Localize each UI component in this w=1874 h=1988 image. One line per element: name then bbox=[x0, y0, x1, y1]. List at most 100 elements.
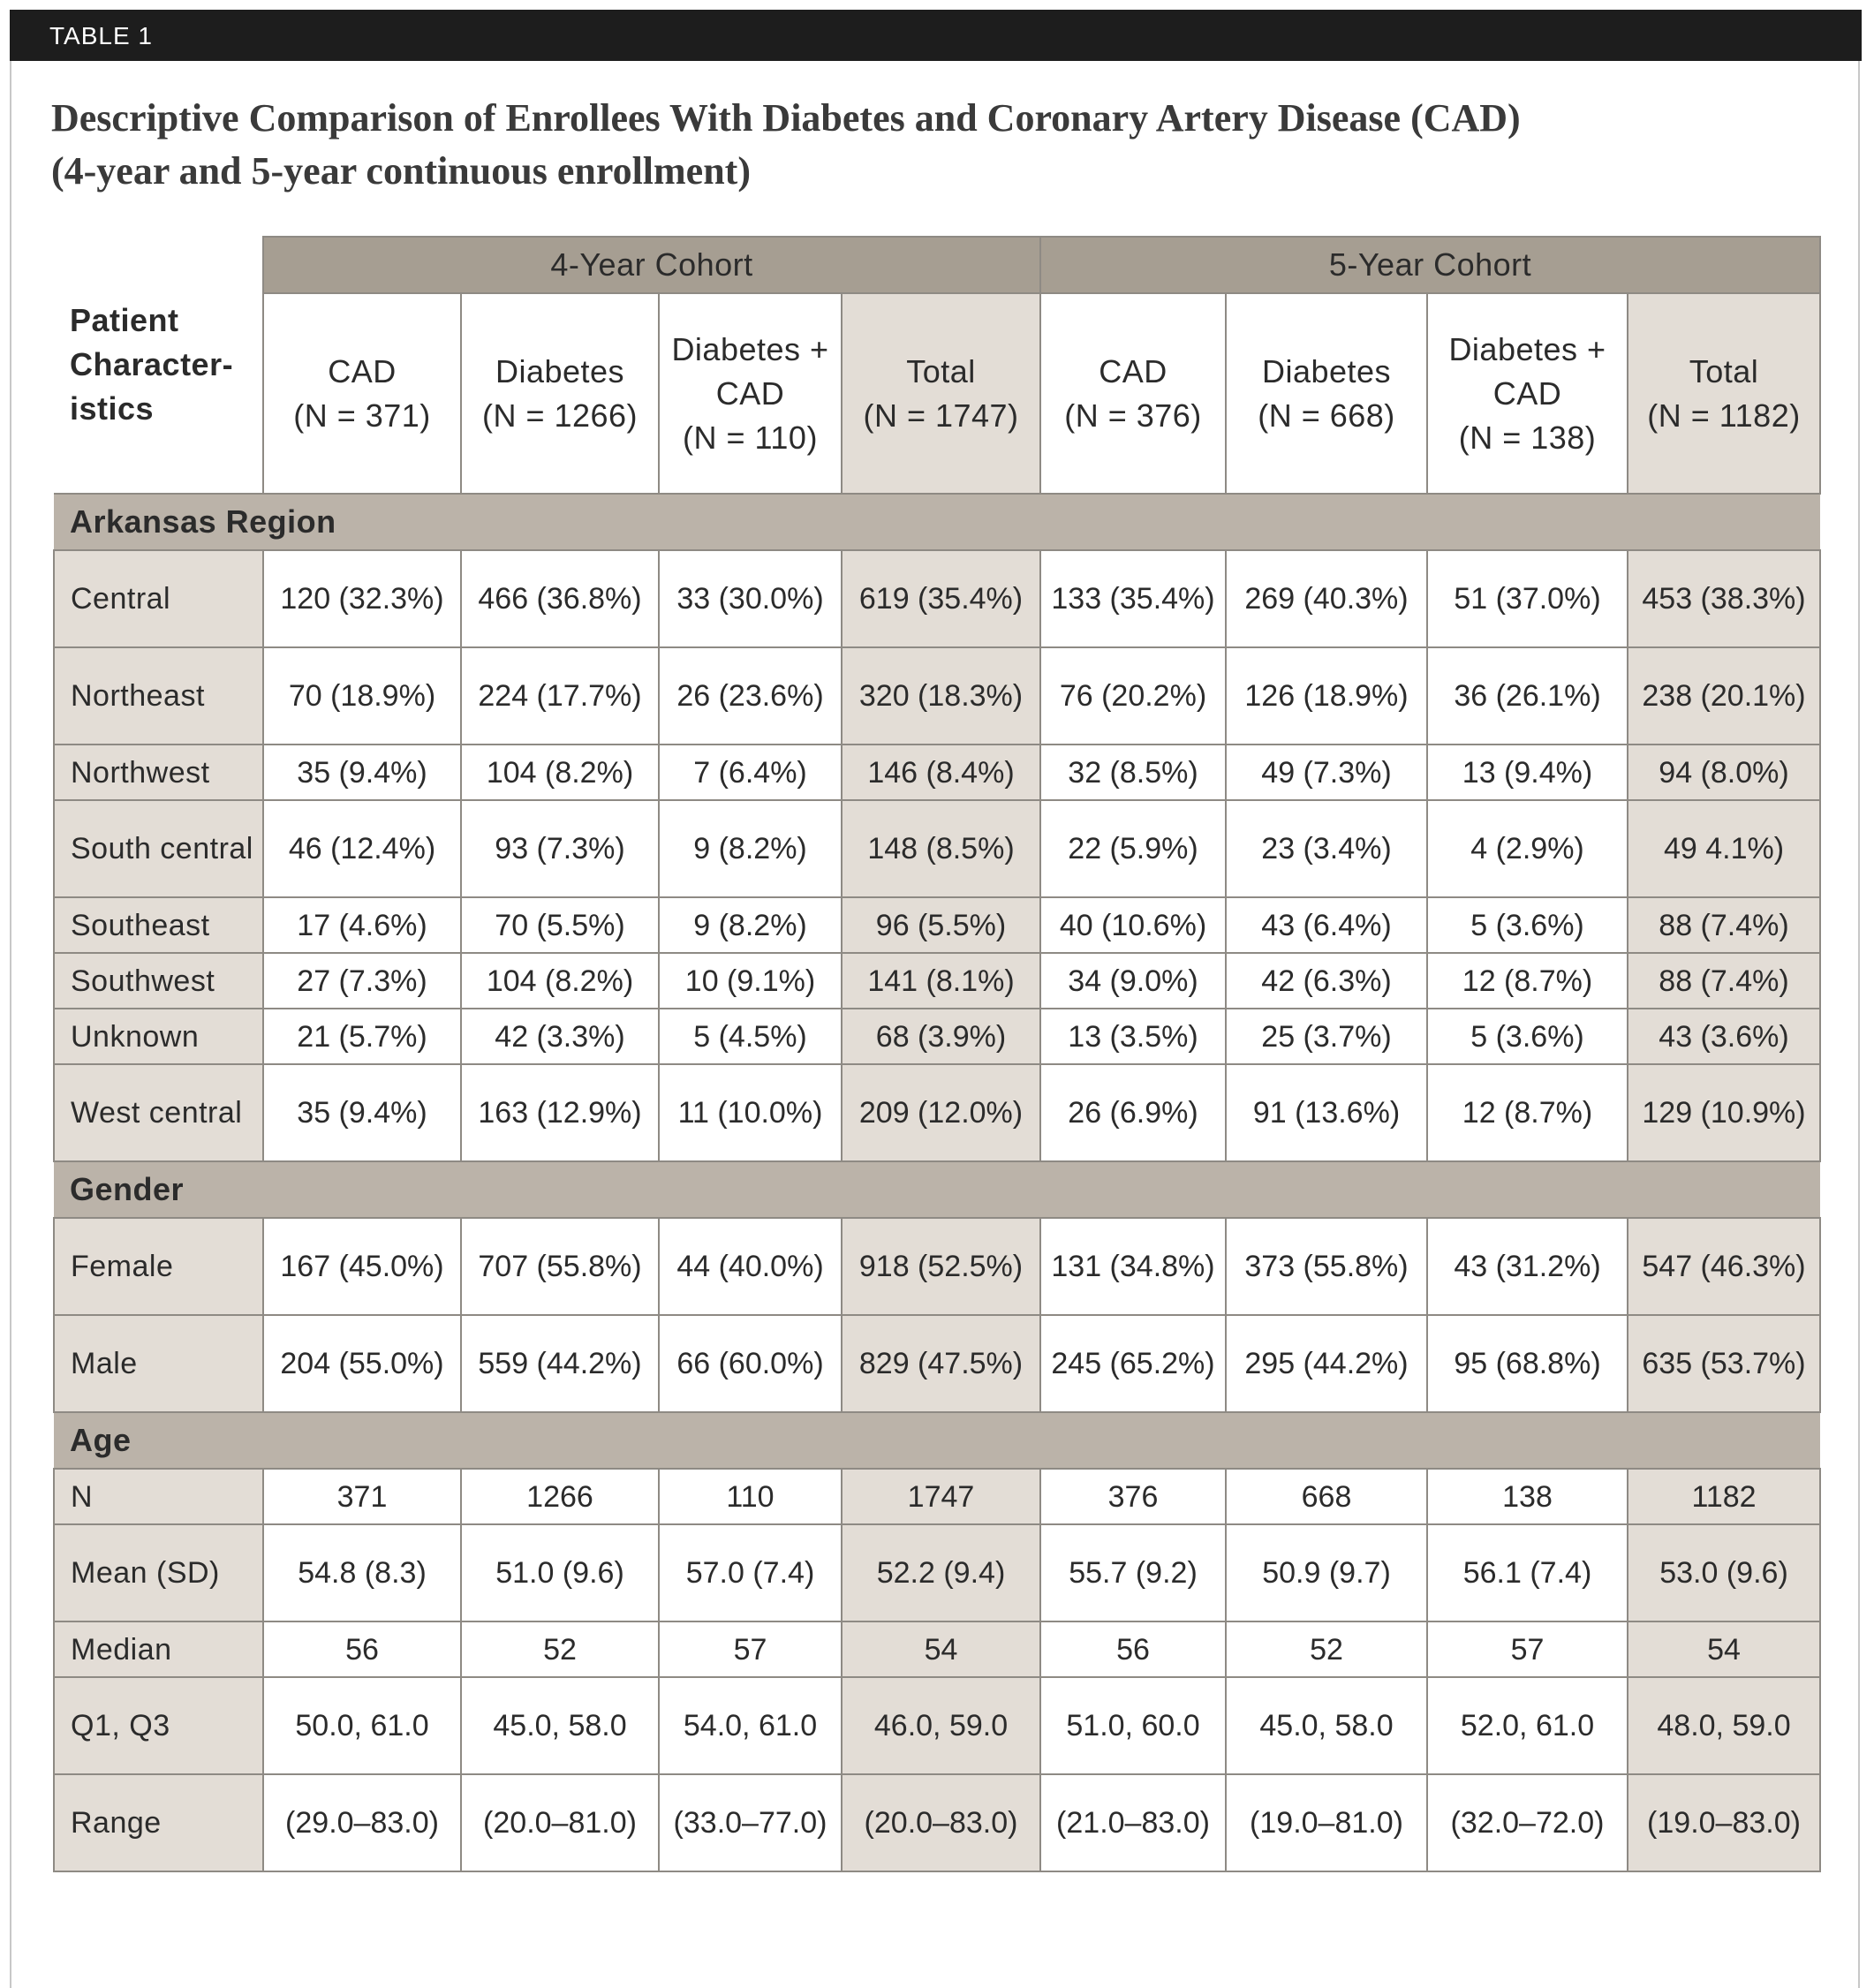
title: Descriptive Comparison of Enrollees With… bbox=[51, 96, 1521, 140]
group-header: 5-Year Cohort bbox=[1039, 236, 1821, 294]
row-label: Southeast bbox=[53, 896, 264, 954]
cell: 36 (26.1%) bbox=[1426, 646, 1628, 745]
cell: 57 bbox=[1426, 1621, 1628, 1678]
data-row: Southwest 27 (7.3%) 104 (8.2%) 10 (9.1%) 141… bbox=[53, 952, 1821, 1009]
column-name: CAD bbox=[1099, 352, 1167, 389]
column-name: Total bbox=[1689, 352, 1759, 389]
cell: 1182 bbox=[1627, 1468, 1821, 1525]
cell: 42 (6.3%) bbox=[1225, 952, 1428, 1009]
cell: 371 bbox=[262, 1468, 462, 1525]
cell: 619 (35.4%) bbox=[841, 549, 1041, 648]
cell: 43 (3.6%) bbox=[1627, 1008, 1821, 1065]
column-n: (N = 668) bbox=[1258, 397, 1395, 434]
data-row: Central 120 (32.3%) 466 (36.8%) 33 (30.0%) 6… bbox=[53, 549, 1821, 648]
cell: 146 (8.4%) bbox=[841, 744, 1041, 801]
row-label: Northwest bbox=[53, 744, 264, 801]
cell: 13 (9.4%) bbox=[1426, 744, 1628, 801]
cell: 42 (3.3%) bbox=[460, 1008, 660, 1065]
data-table: Patient Character-istics 4-Year Cohort 5-Y… bbox=[53, 236, 1821, 1872]
cell: 35 (9.4%) bbox=[262, 1063, 462, 1162]
data-row: Median 56 52 57 54 56 52 57 54 bbox=[53, 1621, 1821, 1678]
cell: 148 (8.5%) bbox=[841, 799, 1041, 898]
cell: 57.0 (7.4) bbox=[658, 1523, 843, 1622]
cell: 7 (6.4%) bbox=[658, 744, 843, 801]
column-header: CAD (N = 376) bbox=[1039, 292, 1227, 495]
column-header: Diabetes (N = 1266) bbox=[460, 292, 660, 495]
data-row: Unknown 21 (5.7%) 42 (3.3%) 5 (4.5%) 68 (3.9… bbox=[53, 1008, 1821, 1065]
column-header: CAD (N = 371) bbox=[262, 292, 462, 495]
cell: 55.7 (9.2) bbox=[1039, 1523, 1227, 1622]
cell: 56 bbox=[262, 1621, 462, 1678]
cell: 40 (10.6%) bbox=[1039, 896, 1227, 954]
cell: 56 bbox=[1039, 1621, 1227, 1678]
cell: 94 (8.0%) bbox=[1627, 744, 1821, 801]
column-n: (N = 371) bbox=[293, 397, 431, 434]
cell: 204 (55.0%) bbox=[262, 1314, 462, 1413]
cell: 918 (52.5%) bbox=[841, 1217, 1041, 1316]
cell: 32 (8.5%) bbox=[1039, 744, 1227, 801]
column-header: Diabetes + CAD (N = 110) bbox=[658, 292, 843, 495]
column-n: (N = 110) bbox=[683, 419, 818, 456]
cell: 51.0, 60.0 bbox=[1039, 1676, 1227, 1775]
cell: (19.0–83.0) bbox=[1627, 1773, 1821, 1872]
cell: 49 4.1%) bbox=[1627, 799, 1821, 898]
cell: 17 (4.6%) bbox=[262, 896, 462, 954]
cell: (32.0–72.0) bbox=[1426, 1773, 1628, 1872]
column-n: (N = 138) bbox=[1458, 419, 1597, 456]
column-header: Diabetes + CAD (N = 138) bbox=[1426, 292, 1628, 495]
cell: (20.0–83.0) bbox=[841, 1773, 1041, 1872]
cell: 52.2 (9.4) bbox=[841, 1523, 1041, 1622]
cell: 1266 bbox=[460, 1468, 660, 1525]
cell: 23 (3.4%) bbox=[1225, 799, 1428, 898]
cell: 46 (12.4%) bbox=[262, 799, 462, 898]
row-label: South central bbox=[53, 799, 264, 898]
cell: 133 (35.4%) bbox=[1039, 549, 1227, 648]
column-name: Diabetes + CAD bbox=[671, 330, 829, 412]
cell: 163 (12.9%) bbox=[460, 1063, 660, 1162]
cell: 45.0, 58.0 bbox=[460, 1676, 660, 1775]
corner-header: Patient Character-istics bbox=[54, 237, 264, 495]
cell: 57 bbox=[658, 1621, 843, 1678]
cell: 167 (45.0%) bbox=[262, 1217, 462, 1316]
data-row: Northwest 35 (9.4%) 104 (8.2%) 7 (6.4%) 146 … bbox=[53, 744, 1821, 801]
cell: 25 (3.7%) bbox=[1225, 1008, 1428, 1065]
cell: 635 (53.7%) bbox=[1627, 1314, 1821, 1413]
cell: 35 (9.4%) bbox=[262, 744, 462, 801]
cell: 33 (30.0%) bbox=[658, 549, 843, 648]
cell: 129 (10.9%) bbox=[1627, 1063, 1821, 1162]
column-n: (N = 1266) bbox=[481, 397, 639, 434]
cell: 12 (8.7%) bbox=[1426, 952, 1628, 1009]
cell: 70 (18.9%) bbox=[262, 646, 462, 745]
cell: 51.0 (9.6) bbox=[460, 1523, 660, 1622]
cell: (20.0–81.0) bbox=[460, 1773, 660, 1872]
cell: 120 (32.3%) bbox=[262, 549, 462, 648]
cell: 76 (20.2%) bbox=[1039, 646, 1227, 745]
cell: 9 (8.2%) bbox=[658, 896, 843, 954]
cell: 54.8 (8.3) bbox=[262, 1523, 462, 1622]
cell: 51 (37.0%) bbox=[1426, 549, 1628, 648]
column-name: Diabetes bbox=[495, 352, 625, 389]
cell: 49 (7.3%) bbox=[1225, 744, 1428, 801]
section-title: Gender bbox=[54, 1160, 1820, 1219]
cell: 54.0, 61.0 bbox=[658, 1676, 843, 1775]
section-row: Gender bbox=[54, 1160, 1820, 1219]
cell: (33.0–77.0) bbox=[658, 1773, 843, 1872]
column-n: (N = 376) bbox=[1064, 397, 1202, 434]
section-row: Age bbox=[54, 1411, 1820, 1470]
column-name: Diabetes bbox=[1261, 352, 1392, 389]
cell: 26 (6.9%) bbox=[1039, 1063, 1227, 1162]
cell: 104 (8.2%) bbox=[460, 952, 660, 1009]
column-name: Total bbox=[906, 352, 976, 389]
cell: 93 (7.3%) bbox=[460, 799, 660, 898]
cell: 26 (23.6%) bbox=[658, 646, 843, 745]
row-label: Mean (SD) bbox=[53, 1523, 264, 1622]
cell: 46.0, 59.0 bbox=[841, 1676, 1041, 1775]
cell: 5 (3.6%) bbox=[1426, 896, 1628, 954]
row-label: Range bbox=[53, 1773, 264, 1872]
section-title: Arkansas Region bbox=[54, 493, 1820, 551]
cell: 466 (36.8%) bbox=[460, 549, 660, 648]
cell: 224 (17.7%) bbox=[460, 646, 660, 745]
cell: 50.9 (9.7) bbox=[1225, 1523, 1428, 1622]
cell: 559 (44.2%) bbox=[460, 1314, 660, 1413]
